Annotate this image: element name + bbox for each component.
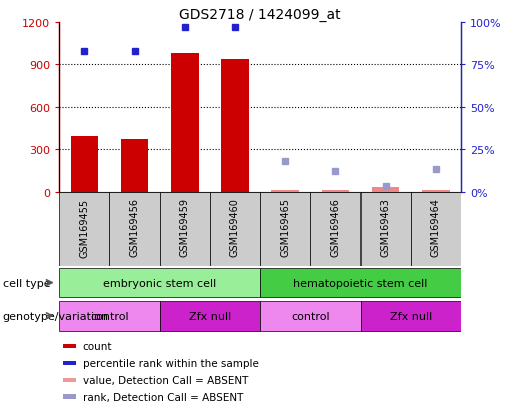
Text: GSM169463: GSM169463 bbox=[381, 198, 390, 257]
Text: GSM169466: GSM169466 bbox=[331, 198, 340, 257]
Text: GSM169456: GSM169456 bbox=[130, 198, 140, 257]
Text: genotype/variation: genotype/variation bbox=[3, 311, 109, 321]
Text: control: control bbox=[90, 311, 129, 321]
Bar bbox=[121, 140, 148, 192]
Bar bbox=[63, 378, 77, 382]
Text: cell type: cell type bbox=[3, 278, 50, 288]
Text: GSM169459: GSM169459 bbox=[180, 198, 190, 257]
Bar bbox=[63, 361, 77, 365]
Text: value, Detection Call = ABSENT: value, Detection Call = ABSENT bbox=[82, 375, 248, 385]
Bar bbox=[422, 191, 450, 192]
Bar bbox=[260, 268, 461, 298]
Bar bbox=[160, 192, 210, 266]
Text: GSM169465: GSM169465 bbox=[280, 198, 290, 257]
Bar bbox=[210, 192, 260, 266]
Bar bbox=[321, 191, 349, 192]
Bar bbox=[260, 192, 310, 266]
Text: count: count bbox=[82, 341, 112, 351]
Text: control: control bbox=[291, 311, 330, 321]
Bar bbox=[71, 137, 98, 192]
Text: GSM169460: GSM169460 bbox=[230, 198, 240, 257]
Bar bbox=[63, 344, 77, 348]
Bar bbox=[410, 192, 461, 266]
Text: Zfx null: Zfx null bbox=[188, 311, 231, 321]
Bar bbox=[109, 192, 160, 266]
Bar bbox=[260, 301, 360, 331]
Title: GDS2718 / 1424099_at: GDS2718 / 1424099_at bbox=[179, 8, 341, 22]
Text: hematopoietic stem cell: hematopoietic stem cell bbox=[294, 278, 427, 288]
Bar bbox=[59, 192, 109, 266]
Bar bbox=[160, 301, 260, 331]
Bar bbox=[59, 268, 260, 298]
Bar bbox=[360, 192, 410, 266]
Bar bbox=[310, 192, 360, 266]
Text: percentile rank within the sample: percentile rank within the sample bbox=[82, 358, 259, 368]
Text: Zfx null: Zfx null bbox=[389, 311, 432, 321]
Bar bbox=[372, 188, 400, 192]
Bar bbox=[360, 301, 461, 331]
Bar bbox=[63, 394, 77, 399]
Bar bbox=[59, 301, 160, 331]
Bar bbox=[221, 59, 249, 192]
Bar bbox=[271, 191, 299, 192]
Text: embryonic stem cell: embryonic stem cell bbox=[103, 278, 216, 288]
Text: GSM169455: GSM169455 bbox=[79, 198, 89, 257]
Bar bbox=[171, 54, 199, 192]
Text: GSM169464: GSM169464 bbox=[431, 198, 441, 257]
Text: rank, Detection Call = ABSENT: rank, Detection Call = ABSENT bbox=[82, 392, 243, 401]
